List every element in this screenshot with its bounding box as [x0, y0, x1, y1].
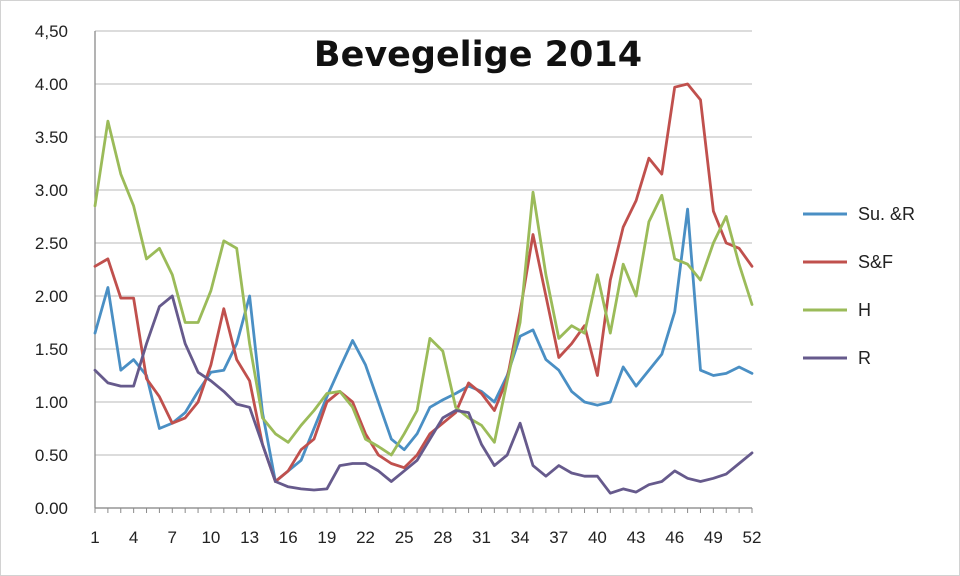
series-line-1	[93, 207, 754, 483]
y-tick-label: 2.00	[35, 287, 68, 306]
y-tick-label: 2.50	[35, 234, 68, 253]
legend-label: R	[858, 348, 871, 368]
legend-label: S&F	[858, 252, 893, 272]
x-tick-label: 1	[90, 528, 99, 547]
x-tick-label: 40	[588, 528, 607, 547]
y-tick-label: 0.00	[35, 499, 68, 518]
gridlines	[95, 30, 752, 509]
y-tick-label: 0.50	[35, 446, 68, 465]
x-tick-label: 28	[433, 528, 452, 547]
y-tick-label: 4.00	[35, 75, 68, 94]
series-line-4	[93, 294, 754, 495]
y-tick-label: 3.50	[35, 128, 68, 147]
x-tick-label: 46	[665, 528, 684, 547]
x-tick-label: 13	[240, 528, 259, 547]
x-axis-ticks: 1 4 7 10 13 16 19 22 25 28 31 34 37 40 43 46 49 52	[90, 508, 761, 547]
x-tick-label: 34	[511, 528, 530, 547]
x-tick-label: 22	[356, 528, 375, 547]
x-tick-label: 7	[168, 528, 177, 547]
x-tick-label: 19	[317, 528, 336, 547]
x-tick-label: 43	[627, 528, 646, 547]
series-line-2	[93, 82, 754, 483]
x-tick-label: 4	[129, 528, 138, 547]
series-lines	[93, 82, 754, 495]
axes	[94, 31, 752, 509]
x-tick-label: 52	[743, 528, 762, 547]
legend-label: H	[858, 300, 871, 320]
series-line-3	[93, 119, 754, 457]
chart-title: Bevegelige 2014	[314, 35, 642, 75]
x-tick-label: 16	[279, 528, 298, 547]
y-tick-label: 1.00	[35, 393, 68, 412]
x-tick-label: 25	[395, 528, 414, 547]
x-tick-label: 10	[201, 528, 220, 547]
y-tick-label: 3.00	[35, 181, 68, 200]
y-tick-label: 4,50	[35, 22, 68, 41]
x-tick-label: 37	[549, 528, 568, 547]
y-tick-label: 1.50	[35, 340, 68, 359]
x-tick-label: 49	[704, 528, 723, 547]
y-axis-ticks: 0.00 0.50 1.00 1.50 2.00 2.50 3.00 3.50 4.00 4,50	[35, 22, 68, 518]
legend-label: Su. &R	[858, 204, 915, 224]
x-tick-label: 31	[472, 528, 491, 547]
legend: Su. &R S&F H R	[803, 204, 915, 368]
